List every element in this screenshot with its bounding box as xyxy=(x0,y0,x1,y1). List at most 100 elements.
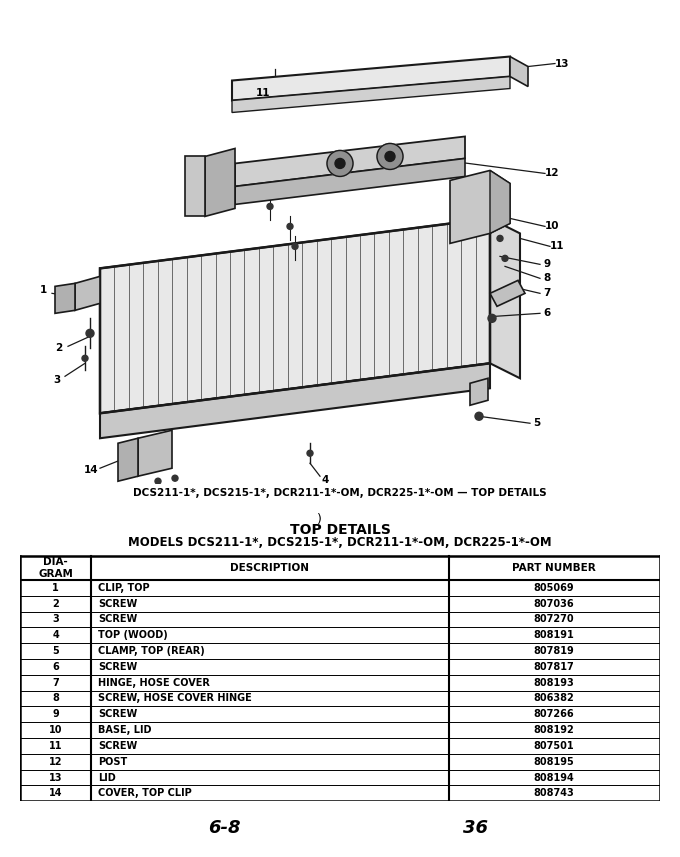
Circle shape xyxy=(287,224,293,230)
Text: TOP (WOOD): TOP (WOOD) xyxy=(99,630,168,640)
Polygon shape xyxy=(470,378,488,405)
Text: 2: 2 xyxy=(55,344,63,353)
Text: SCREW, HOSE COVER HINGE: SCREW, HOSE COVER HINGE xyxy=(99,693,252,704)
Text: SCREW: SCREW xyxy=(99,710,137,719)
Text: 6: 6 xyxy=(543,309,551,318)
Text: DESCRIPTION: DESCRIPTION xyxy=(231,563,309,573)
Circle shape xyxy=(86,329,94,338)
Text: DIA-
GRAM: DIA- GRAM xyxy=(38,557,73,578)
Text: POST: POST xyxy=(99,757,128,767)
Text: 6-8: 6-8 xyxy=(208,818,241,837)
Circle shape xyxy=(488,315,496,322)
Text: 12: 12 xyxy=(545,169,559,178)
Text: 6: 6 xyxy=(52,662,59,672)
Polygon shape xyxy=(490,280,525,306)
Text: 808743: 808743 xyxy=(534,788,575,799)
Text: SCREW: SCREW xyxy=(99,741,137,751)
Text: 8: 8 xyxy=(52,693,59,704)
Text: 7: 7 xyxy=(543,288,551,298)
Text: 2: 2 xyxy=(52,598,59,608)
Text: 5: 5 xyxy=(52,646,59,656)
Text: LID: LID xyxy=(99,772,116,782)
Polygon shape xyxy=(215,164,235,205)
Circle shape xyxy=(307,450,313,456)
Text: 808191: 808191 xyxy=(534,630,575,640)
Text: 5: 5 xyxy=(533,418,541,428)
Text: 807266: 807266 xyxy=(534,710,575,719)
Text: PART NUMBER: PART NUMBER xyxy=(512,563,596,573)
Text: 805069: 805069 xyxy=(534,583,575,593)
Polygon shape xyxy=(205,148,235,217)
Text: CLIP, TOP: CLIP, TOP xyxy=(99,583,150,593)
Text: 36: 36 xyxy=(464,818,488,837)
Polygon shape xyxy=(235,136,465,187)
Text: SCREW: SCREW xyxy=(99,598,137,608)
Text: 9: 9 xyxy=(52,710,59,719)
Polygon shape xyxy=(232,76,510,112)
Text: 10: 10 xyxy=(49,725,63,735)
Text: 7: 7 xyxy=(52,678,59,687)
Circle shape xyxy=(172,476,178,482)
Text: 11: 11 xyxy=(549,242,564,251)
Polygon shape xyxy=(232,57,510,100)
Polygon shape xyxy=(490,171,510,233)
Text: 4: 4 xyxy=(52,630,59,640)
Text: 11: 11 xyxy=(49,741,63,751)
Text: 1: 1 xyxy=(39,285,47,296)
Text: CLAMP, TOP (REAR): CLAMP, TOP (REAR) xyxy=(99,646,205,656)
Text: 1: 1 xyxy=(52,583,59,593)
Text: COVER, TOP CLIP: COVER, TOP CLIP xyxy=(99,788,192,799)
Text: DCS211-1*, DCS215-1*, DCR211-1*-OM, DCR225-1*-OM — TOP DETAILS: DCS211-1*, DCS215-1*, DCR211-1*-OM, DCR2… xyxy=(133,488,547,498)
Polygon shape xyxy=(510,57,528,87)
Text: MODELS DCS211-1*, DCS215-1*, DCR211-1*-OM, DCR225-1*-OM: MODELS DCS211-1*, DCS215-1*, DCR211-1*-O… xyxy=(129,536,551,548)
Text: SCREW: SCREW xyxy=(99,662,137,672)
Polygon shape xyxy=(100,219,490,413)
Text: 808194: 808194 xyxy=(534,772,575,782)
Text: 9: 9 xyxy=(543,260,551,269)
Text: 13: 13 xyxy=(555,58,569,69)
Text: 4: 4 xyxy=(322,476,328,485)
Circle shape xyxy=(267,203,273,209)
Text: HINGE, HOSE COVER: HINGE, HOSE COVER xyxy=(99,678,210,687)
Polygon shape xyxy=(100,363,490,438)
Text: 808193: 808193 xyxy=(534,678,575,687)
Polygon shape xyxy=(490,219,520,378)
Circle shape xyxy=(385,152,395,161)
Text: 807817: 807817 xyxy=(534,662,575,672)
Text: 808195: 808195 xyxy=(534,757,575,767)
Circle shape xyxy=(82,356,88,362)
Text: BASE, LID: BASE, LID xyxy=(99,725,152,735)
Text: 807270: 807270 xyxy=(534,614,575,625)
Text: ): ) xyxy=(317,513,322,526)
Circle shape xyxy=(155,478,161,484)
Text: 807819: 807819 xyxy=(534,646,575,656)
Circle shape xyxy=(502,255,508,261)
Polygon shape xyxy=(118,438,138,482)
Circle shape xyxy=(335,159,345,169)
Text: SCREW: SCREW xyxy=(99,614,137,625)
Text: 806382: 806382 xyxy=(534,693,575,704)
Circle shape xyxy=(377,143,403,170)
Circle shape xyxy=(497,236,503,242)
Polygon shape xyxy=(450,171,510,243)
Polygon shape xyxy=(138,430,172,476)
Polygon shape xyxy=(235,159,465,205)
Text: 13: 13 xyxy=(49,772,63,782)
Text: 807036: 807036 xyxy=(534,598,575,608)
Text: 12: 12 xyxy=(49,757,63,767)
Circle shape xyxy=(475,412,483,420)
Text: 10: 10 xyxy=(545,221,559,231)
Circle shape xyxy=(327,151,353,177)
Text: 8: 8 xyxy=(543,273,551,284)
Polygon shape xyxy=(185,157,205,217)
Text: 3: 3 xyxy=(53,375,61,386)
Text: 11: 11 xyxy=(256,87,270,98)
Text: 14: 14 xyxy=(49,788,63,799)
Text: 808192: 808192 xyxy=(534,725,575,735)
Polygon shape xyxy=(75,276,100,310)
Polygon shape xyxy=(55,284,75,314)
Text: TOP DETAILS: TOP DETAILS xyxy=(290,523,390,536)
Circle shape xyxy=(292,243,298,249)
Text: 3: 3 xyxy=(52,614,59,625)
Text: 14: 14 xyxy=(84,465,99,476)
